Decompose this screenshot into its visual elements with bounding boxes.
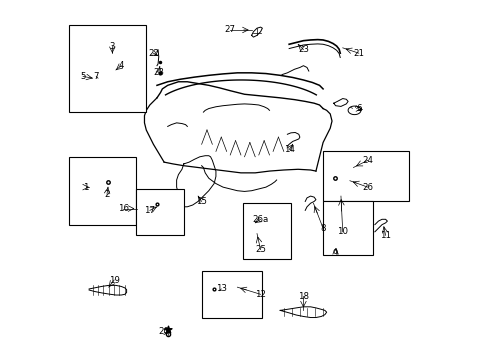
- Text: 27: 27: [224, 26, 235, 35]
- Text: 3: 3: [109, 41, 115, 50]
- Bar: [201, 271, 262, 318]
- Text: 14: 14: [283, 145, 294, 154]
- Text: 22: 22: [147, 49, 159, 58]
- Text: 15: 15: [196, 197, 207, 206]
- Text: 24: 24: [362, 156, 372, 165]
- Bar: [135, 189, 183, 235]
- Text: 5: 5: [80, 72, 85, 81]
- Text: 6: 6: [355, 104, 361, 113]
- Text: 10: 10: [337, 227, 347, 236]
- Text: 17: 17: [144, 206, 155, 215]
- Text: 13: 13: [215, 284, 226, 293]
- Text: 23: 23: [153, 68, 164, 77]
- Text: 7: 7: [93, 72, 99, 81]
- Text: 11: 11: [379, 231, 390, 240]
- Text: 23: 23: [297, 45, 308, 54]
- Text: 4: 4: [118, 61, 124, 70]
- Bar: [69, 157, 135, 225]
- Text: 8: 8: [320, 224, 325, 233]
- Text: 2: 2: [104, 190, 109, 199]
- Text: 16: 16: [117, 204, 128, 213]
- Bar: [242, 203, 290, 258]
- Bar: [323, 202, 372, 255]
- Text: 26a: 26a: [252, 215, 268, 224]
- Text: 20: 20: [158, 327, 169, 336]
- Text: 26: 26: [362, 183, 372, 192]
- Text: 19: 19: [108, 275, 119, 284]
- Text: 1: 1: [82, 183, 88, 192]
- Text: 12: 12: [255, 290, 265, 299]
- Bar: [323, 152, 408, 202]
- Text: 25: 25: [255, 245, 265, 254]
- Text: 9: 9: [332, 249, 338, 258]
- Text: 21: 21: [353, 49, 364, 58]
- Text: 18: 18: [297, 292, 308, 301]
- Bar: [69, 24, 146, 112]
